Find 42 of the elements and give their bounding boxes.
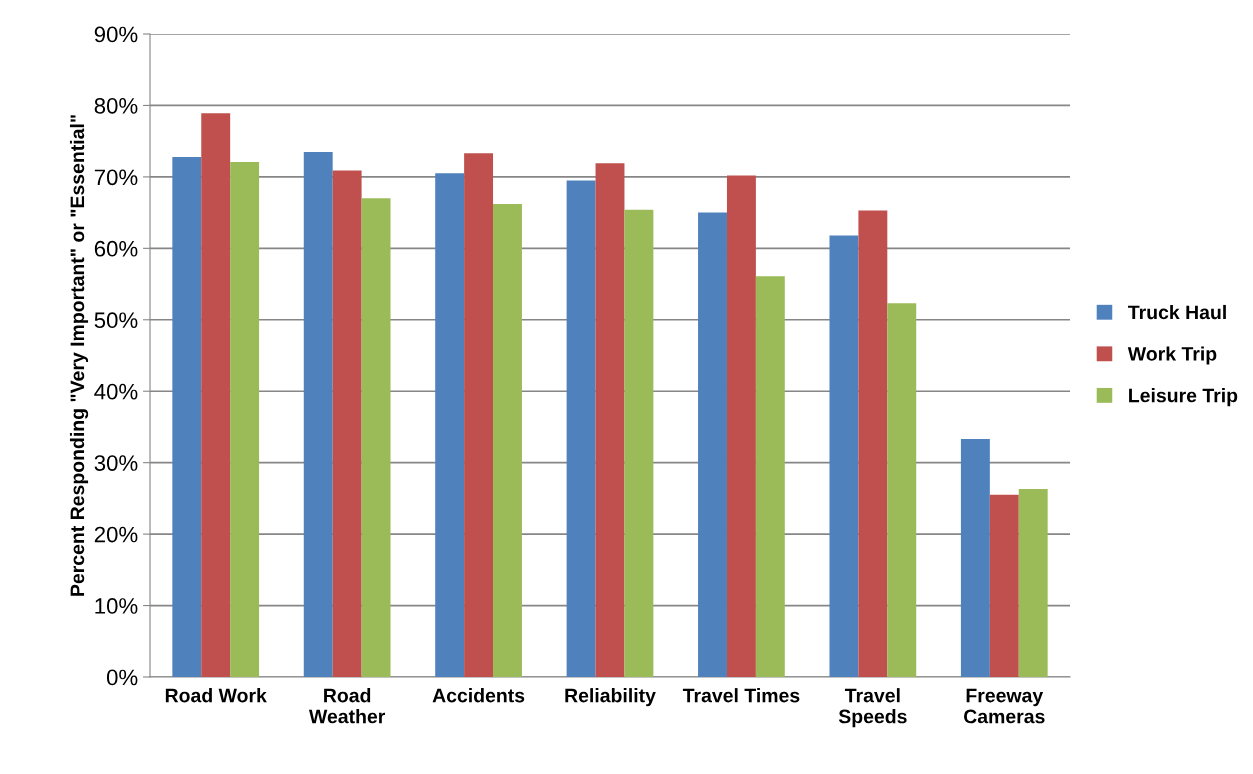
legend-label: Leisure Trip (1129, 388, 1238, 407)
bar (201, 113, 231, 677)
bar (624, 209, 654, 677)
bar (332, 170, 362, 677)
y-tick-label: 90% (94, 26, 138, 43)
x-tick-label: Road Work (165, 688, 267, 703)
bar (230, 161, 260, 677)
x-tick-label: Travel Times (682, 688, 800, 703)
x-tick-label: Freeway Cameras (964, 688, 1045, 724)
bar (726, 175, 756, 677)
x-tick-label: Travel Speeds (838, 688, 907, 728)
y-tick-label: 60% (94, 240, 138, 257)
y-tick-label: 70% (94, 169, 138, 186)
bar (858, 210, 888, 677)
y-tick-label: 0% (106, 669, 138, 686)
bar (960, 439, 990, 677)
y-tick-label: 30% (94, 455, 138, 471)
bar (698, 212, 727, 677)
bar (566, 180, 596, 677)
bar (595, 163, 625, 677)
x-tick-label: Road Weather (308, 688, 386, 724)
y-tick-label: 10% (95, 598, 138, 614)
y-tick-label: 20% (94, 526, 138, 543)
bar (361, 198, 391, 677)
x-tick-label: Reliability (565, 688, 656, 707)
y-tick-label: 50% (94, 312, 138, 329)
y-axis-title: Percent Responding "Very Important" or "Essential" (69, 115, 89, 596)
y-tick-label: 40% (94, 383, 138, 400)
bar (755, 276, 785, 677)
bar (989, 494, 1019, 677)
bar (435, 173, 465, 677)
bar (829, 235, 859, 677)
legend-label: Truck Haul (1128, 304, 1226, 320)
bar (1018, 489, 1048, 677)
bar (303, 151, 333, 677)
y-tick-label: 80% (94, 97, 138, 114)
bar (493, 204, 522, 677)
legend-label: Work Trip (1127, 346, 1217, 365)
bar (172, 156, 202, 677)
x-tick-label: Accidents (432, 688, 525, 703)
bar (887, 303, 917, 677)
bar (464, 153, 494, 677)
